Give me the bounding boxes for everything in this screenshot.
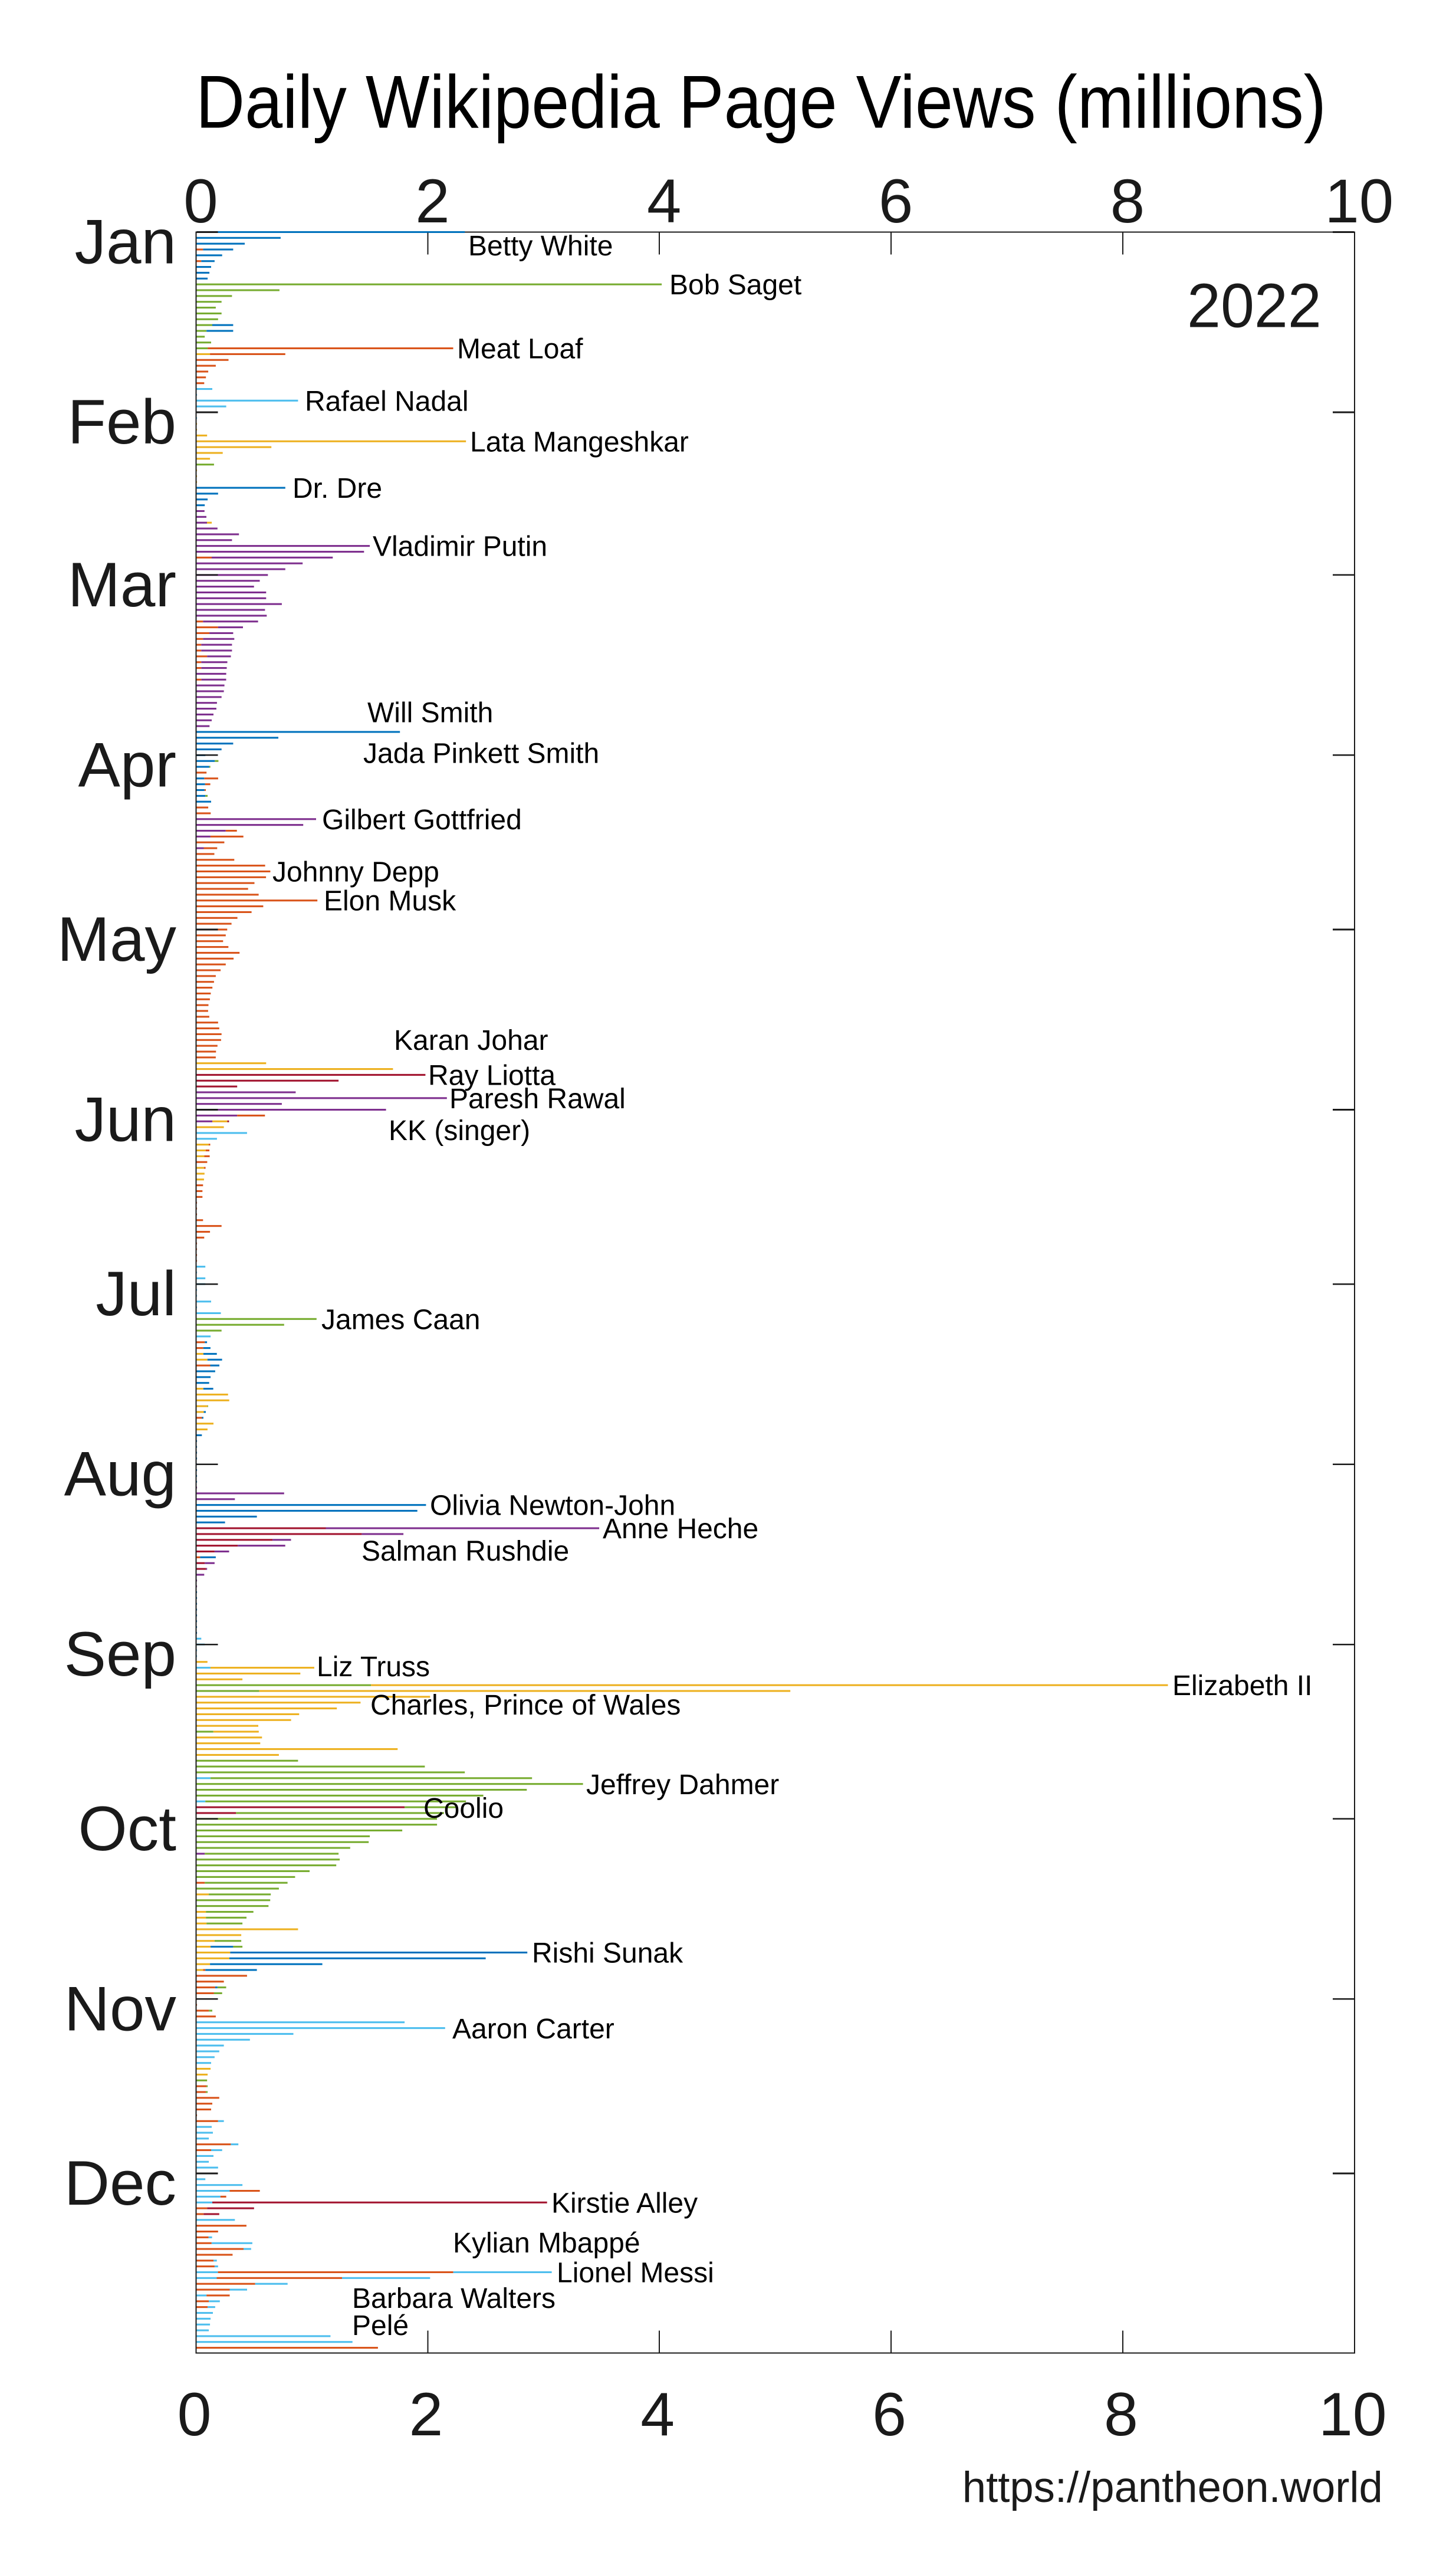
svg-text:Meat Loaf: Meat Loaf xyxy=(457,334,583,365)
svg-text:10: 10 xyxy=(1324,167,1393,236)
svg-text:Elizabeth II: Elizabeth II xyxy=(1172,1670,1312,1702)
svg-text:0: 0 xyxy=(183,167,218,236)
svg-text:Oct: Oct xyxy=(78,1793,176,1864)
svg-text:Elon Musk: Elon Musk xyxy=(324,886,456,917)
svg-text:Liz Truss: Liz Truss xyxy=(317,1651,430,1683)
svg-text:KK (singer): KK (singer) xyxy=(389,1115,530,1147)
svg-text:Lionel Messi: Lionel Messi xyxy=(557,2258,714,2289)
svg-text:https://pantheon.world: https://pantheon.world xyxy=(962,2464,1383,2511)
svg-text:Daily Wikipedia Page Views (mi: Daily Wikipedia Page Views (millions) xyxy=(196,60,1326,143)
svg-text:Johnny Depp: Johnny Depp xyxy=(272,856,439,888)
svg-text:Dec: Dec xyxy=(64,2147,176,2218)
svg-text:Apr: Apr xyxy=(78,729,176,800)
svg-text:Lata Mangeshkar: Lata Mangeshkar xyxy=(470,426,689,458)
svg-text:Dr. Dre: Dr. Dre xyxy=(292,473,382,504)
svg-text:Aaron Carter: Aaron Carter xyxy=(452,2014,614,2045)
svg-text:Jun: Jun xyxy=(74,1084,176,1155)
svg-text:Gilbert Gottfried: Gilbert Gottfried xyxy=(322,804,522,836)
svg-text:Anne Heche: Anne Heche xyxy=(603,1513,758,1545)
svg-text:Paresh Rawal: Paresh Rawal xyxy=(449,1083,626,1115)
svg-text:8: 8 xyxy=(1110,167,1145,236)
svg-text:Sep: Sep xyxy=(64,1618,176,1689)
svg-text:Ray Liotta: Ray Liotta xyxy=(428,1060,556,1091)
svg-text:10: 10 xyxy=(1319,2380,1387,2449)
svg-text:Pelé: Pelé xyxy=(352,2310,409,2342)
svg-text:6: 6 xyxy=(872,2380,906,2449)
svg-text:Aug: Aug xyxy=(64,1439,176,1509)
svg-text:Rafael Nadal: Rafael Nadal xyxy=(305,386,469,417)
svg-text:Vladimir Putin: Vladimir Putin xyxy=(373,531,547,563)
svg-text:4: 4 xyxy=(640,2380,675,2449)
svg-text:4: 4 xyxy=(647,167,681,236)
svg-text:Betty White: Betty White xyxy=(468,231,613,262)
svg-text:Coolio: Coolio xyxy=(423,1793,504,1824)
svg-text:Mar: Mar xyxy=(68,549,176,620)
svg-text:Jan: Jan xyxy=(74,206,176,277)
svg-text:Charles, Prince of Wales: Charles, Prince of Wales xyxy=(370,1690,681,1721)
svg-text:Will Smith: Will Smith xyxy=(367,698,493,729)
svg-text:Nov: Nov xyxy=(64,1973,177,2044)
svg-text:Karan Johar: Karan Johar xyxy=(394,1025,548,1056)
svg-text:Barbara Walters: Barbara Walters xyxy=(352,2283,556,2314)
svg-text:Kirstie Alley: Kirstie Alley xyxy=(551,2188,698,2219)
svg-text:2: 2 xyxy=(409,2380,443,2449)
svg-text:Olivia Newton-John: Olivia Newton-John xyxy=(430,1490,675,1522)
svg-text:8: 8 xyxy=(1104,2380,1138,2449)
svg-text:2: 2 xyxy=(415,167,449,236)
svg-text:Bob Saget: Bob Saget xyxy=(669,270,801,301)
svg-text:Jada Pinkett Smith: Jada Pinkett Smith xyxy=(363,738,599,770)
svg-text:0: 0 xyxy=(178,2380,212,2449)
svg-text:Jeffrey Dahmer: Jeffrey Dahmer xyxy=(586,1769,779,1801)
svg-text:Kylian Mbappé: Kylian Mbappé xyxy=(453,2228,640,2259)
svg-text:May: May xyxy=(57,904,177,974)
svg-text:Jul: Jul xyxy=(96,1258,176,1329)
svg-text:Salman Rushdie: Salman Rushdie xyxy=(361,1536,569,1567)
svg-text:Rishi Sunak: Rishi Sunak xyxy=(532,1938,683,1969)
svg-text:2022: 2022 xyxy=(1187,271,1322,341)
svg-text:James Caan: James Caan xyxy=(321,1304,480,1335)
svg-text:Feb: Feb xyxy=(68,386,176,457)
svg-text:6: 6 xyxy=(879,167,913,236)
